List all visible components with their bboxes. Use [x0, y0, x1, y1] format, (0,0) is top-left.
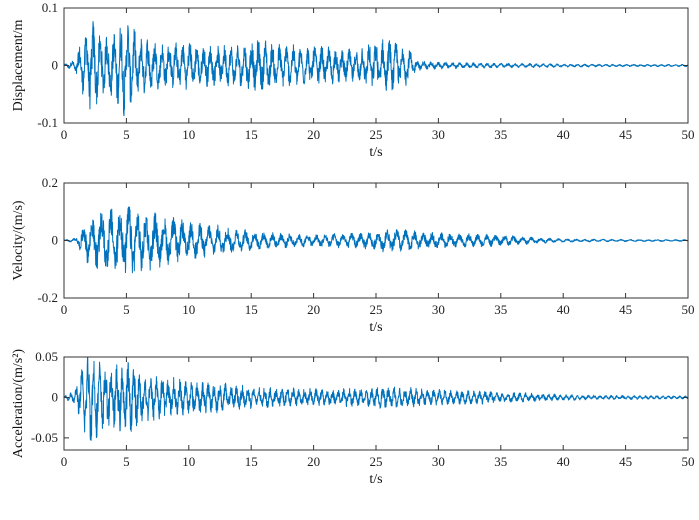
acceleration-y-tick-label: 0.05 — [35, 349, 58, 364]
acceleration-x-tick-label: 50 — [682, 454, 695, 469]
acceleration-signal-line — [63, 356, 689, 441]
displacement-x-tick-label: 10 — [182, 127, 195, 142]
velocity-x-axis-label: t/s — [369, 320, 382, 335]
velocity-x-tick-label: 20 — [307, 302, 320, 317]
velocity-x-tick-label: 50 — [682, 302, 695, 317]
velocity-x-tick-label: 10 — [182, 302, 195, 317]
displacement-signal-line — [63, 21, 689, 117]
acceleration-y-tick-label: 0 — [52, 389, 59, 404]
displacement-x-tick-label: 5 — [123, 127, 130, 142]
velocity-x-tick-label: 5 — [123, 302, 130, 317]
displacement-x-tick-label: 50 — [682, 127, 695, 142]
acceleration-x-tick-label: 15 — [245, 454, 258, 469]
velocity-x-tick-label: 25 — [370, 302, 383, 317]
displacement-y-tick-label: 0 — [52, 58, 59, 73]
displacement-x-tick-label: 40 — [557, 127, 570, 142]
acceleration-x-tick-label: 5 — [123, 454, 130, 469]
velocity-y-axis-label: Velocity/(m/s) — [11, 200, 26, 280]
acceleration-x-axis-label: t/s — [369, 472, 382, 487]
displacement-x-tick-label: 25 — [370, 127, 383, 142]
acceleration-x-tick-label: 25 — [370, 454, 383, 469]
displacement-x-tick-label: 0 — [61, 127, 68, 142]
velocity-x-tick-label: 0 — [61, 302, 68, 317]
acceleration-y-axis-label: Acceleration/(m/s²) — [11, 349, 26, 458]
acceleration-plot-frame — [63, 356, 689, 451]
velocity-chart: 0 5 10 15 20 25 30 35 40 45 50-0.200.2t/sVelocity/… — [11, 175, 695, 335]
displacement-x-tick-label: 20 — [307, 127, 320, 142]
velocity-x-tick-label: 35 — [494, 302, 507, 317]
displacement-y-tick-label: -0.1 — [37, 115, 58, 130]
displacement-x-tick-label: 15 — [245, 127, 258, 142]
acceleration-chart: 0 5 10 15 20 25 30 35 40 45 50-0.0500.05t/sAcceler… — [11, 349, 695, 487]
velocity-x-tick-label: 40 — [557, 302, 570, 317]
acceleration-x-tick-label: 45 — [619, 454, 632, 469]
displacement-y-tick-label: 0.1 — [42, 0, 58, 15]
velocity-x-tick-label: 15 — [245, 302, 258, 317]
displacement-chart: 0 5 10 15 20 25 30 35 40 45 50-0.100.1t/sDisplacem… — [11, 0, 695, 160]
velocity-signal-line — [63, 206, 689, 274]
acceleration-x-tick-label: 20 — [307, 454, 320, 469]
displacement-x-tick-label: 30 — [432, 127, 445, 142]
velocity-x-tick-label: 30 — [432, 302, 445, 317]
displacement-x-axis-label: t/s — [369, 145, 382, 160]
acceleration-x-tick-label: 10 — [182, 454, 195, 469]
velocity-y-tick-label: 0.2 — [42, 175, 58, 190]
velocity-y-tick-label: 0 — [52, 233, 59, 248]
displacement-y-axis-label: Displacement/m — [11, 20, 26, 112]
displacement-x-tick-label: 35 — [494, 127, 507, 142]
acceleration-x-tick-label: 40 — [557, 454, 570, 469]
velocity-y-tick-label: -0.2 — [37, 290, 58, 305]
acceleration-x-tick-label: 0 — [61, 454, 68, 469]
acceleration-x-tick-label: 30 — [432, 454, 445, 469]
displacement-x-tick-label: 45 — [619, 127, 632, 142]
velocity-x-tick-label: 45 — [619, 302, 632, 317]
acceleration-y-tick-label: -0.05 — [31, 430, 58, 445]
acceleration-x-tick-label: 35 — [494, 454, 507, 469]
